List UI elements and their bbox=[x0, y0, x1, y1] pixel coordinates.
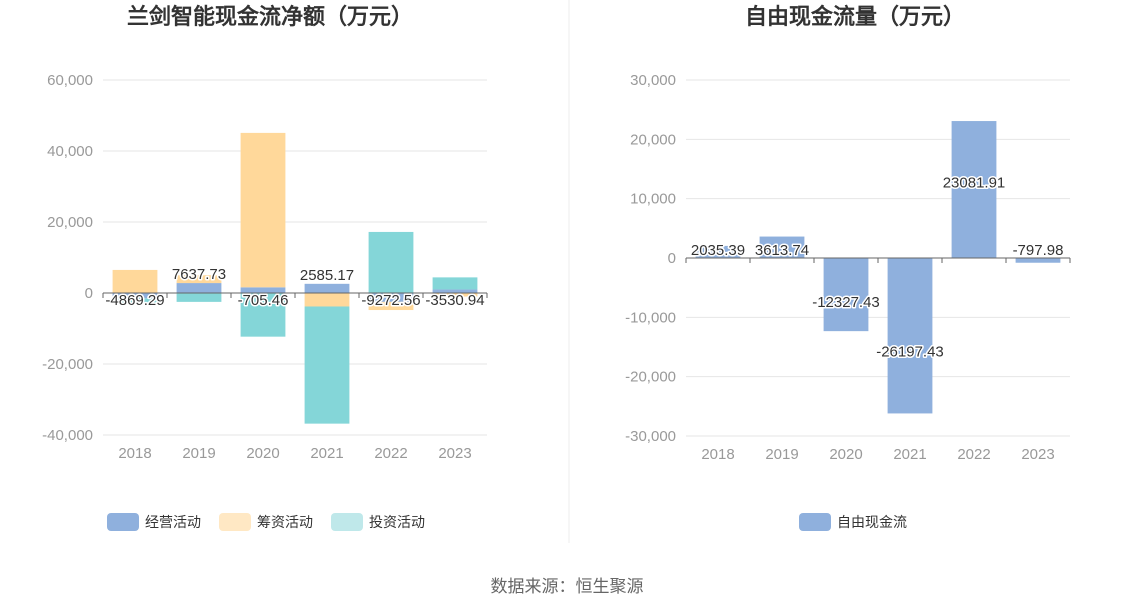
data-label: -797.98 bbox=[1013, 242, 1064, 259]
bar-2020-1[interactable] bbox=[240, 132, 286, 288]
net-label: -9272.56 bbox=[361, 292, 420, 309]
y-tick-label: 20,000 bbox=[630, 131, 676, 148]
legend-label: 筹资活动 bbox=[257, 514, 313, 530]
bar-2022-2[interactable] bbox=[368, 231, 414, 293]
bar-2019-2[interactable] bbox=[176, 293, 222, 302]
y-tick-label: 0 bbox=[668, 250, 676, 267]
y-tick-label: -30,000 bbox=[625, 428, 676, 445]
y-tick-label: -10,000 bbox=[625, 309, 676, 326]
data-label: 2585.17 bbox=[300, 267, 354, 284]
y-tick-label: 10,000 bbox=[630, 191, 676, 208]
x-tick-label: 2020 bbox=[829, 446, 862, 463]
x-tick-label: 2023 bbox=[1021, 446, 1054, 463]
bar-2021-2[interactable] bbox=[304, 306, 350, 424]
legend-item[interactable]: 经营活动 bbox=[107, 513, 201, 531]
data-label: 3613.74 bbox=[755, 242, 809, 259]
bar-2021-1[interactable] bbox=[304, 293, 350, 307]
chart1-title: 兰剑智能现金流净额（万元） bbox=[127, 4, 413, 29]
bar-2018-2[interactable] bbox=[112, 298, 158, 304]
legend-item[interactable]: 投资活动 bbox=[331, 513, 425, 531]
bar-2022-0[interactable] bbox=[951, 121, 997, 258]
y-tick-label: 40,000 bbox=[47, 143, 93, 160]
x-tick-label: 2021 bbox=[893, 446, 926, 463]
bar-2022-1[interactable] bbox=[368, 301, 414, 311]
y-tick-label: -20,000 bbox=[625, 369, 676, 386]
x-tick-label: 2019 bbox=[765, 446, 798, 463]
chart2-title: 自由现金流量（万元） bbox=[745, 4, 965, 29]
bar-2020-0[interactable] bbox=[823, 258, 869, 332]
bar-2019-0[interactable] bbox=[759, 236, 805, 258]
bar-2019-0[interactable] bbox=[176, 283, 222, 293]
bar-2023-1[interactable] bbox=[432, 293, 478, 297]
data-label: -26197.43 bbox=[876, 343, 944, 360]
x-tick-label: 2023 bbox=[438, 445, 471, 462]
chart2-plot: 30,000 20,000 10,000 0 -10,000 -20,000 -30,000… bbox=[625, 72, 1071, 463]
chart1-plot: 60,000 40,000 20,000 0 -20,000 -40,000 2018 201… bbox=[42, 72, 488, 462]
bar-2020-2[interactable] bbox=[240, 293, 286, 337]
x-tick-label: 2018 bbox=[701, 446, 734, 463]
chart2-legend[interactable]: 自由现金流 bbox=[799, 513, 907, 531]
bar-2021-0[interactable] bbox=[887, 258, 933, 414]
net-label: -705.46 bbox=[238, 292, 289, 309]
y-tick-label: 20,000 bbox=[47, 214, 93, 231]
x-tick-label: 2022 bbox=[957, 446, 990, 463]
y-tick-label: 0 bbox=[85, 285, 93, 302]
data-label: 2035.39 bbox=[691, 242, 745, 259]
legend-swatch bbox=[219, 513, 251, 531]
x-tick-label: 2018 bbox=[118, 445, 151, 462]
x-tick-label: 2019 bbox=[182, 445, 215, 462]
data-source: 数据来源：恒生聚源 bbox=[491, 577, 644, 596]
data-label: 7637.73 bbox=[172, 266, 226, 283]
bar-2018-0[interactable] bbox=[695, 245, 741, 258]
y-tick-label: 60,000 bbox=[47, 72, 93, 89]
legend-label: 自由现金流 bbox=[837, 514, 907, 530]
y-tick-label: -20,000 bbox=[42, 356, 93, 373]
chart1-legend[interactable]: 经营活动 筹资活动 投资活动 bbox=[107, 513, 425, 531]
legend-item[interactable]: 筹资活动 bbox=[219, 513, 313, 531]
bar-2023-0[interactable] bbox=[432, 289, 478, 293]
legend-label: 投资活动 bbox=[369, 514, 425, 530]
x-tick-label: 2022 bbox=[374, 445, 407, 462]
net-label: -4869.29 bbox=[105, 292, 164, 309]
data-label: 23081.91 bbox=[943, 175, 1006, 192]
bar-2021-0[interactable] bbox=[304, 283, 350, 293]
bar-2018-0[interactable] bbox=[112, 293, 158, 299]
legend-swatch bbox=[107, 513, 139, 531]
x-tick-label: 2020 bbox=[246, 445, 279, 462]
legend-swatch bbox=[799, 513, 831, 531]
data-label: -12327.43 bbox=[812, 294, 880, 311]
x-tick-label: 2021 bbox=[310, 445, 343, 462]
bar-2018-1[interactable] bbox=[112, 269, 158, 293]
bar-2022-0[interactable] bbox=[368, 293, 414, 302]
bar-2023-0[interactable] bbox=[1015, 258, 1061, 263]
net-label: -3530.94 bbox=[425, 292, 484, 309]
legend-swatch bbox=[331, 513, 363, 531]
y-tick-label: -40,000 bbox=[42, 427, 93, 444]
legend-label: 经营活动 bbox=[145, 514, 201, 530]
y-tick-label: 30,000 bbox=[630, 72, 676, 89]
bar-2020-0[interactable] bbox=[240, 287, 286, 293]
bar-2023-2[interactable] bbox=[432, 277, 478, 290]
bar-2019-1[interactable] bbox=[176, 275, 222, 284]
legend-item[interactable]: 自由现金流 bbox=[799, 513, 907, 531]
